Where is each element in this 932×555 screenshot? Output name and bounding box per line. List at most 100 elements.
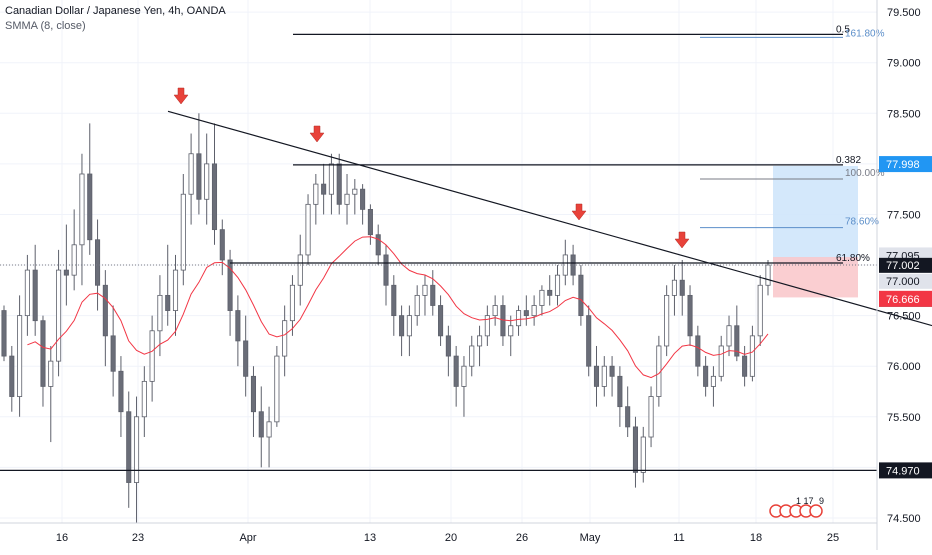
candle	[32, 269, 38, 322]
time-tick-label: 16	[56, 532, 68, 544]
candle	[196, 153, 202, 200]
candle	[539, 289, 545, 306]
loss-zone	[773, 257, 858, 298]
candles	[1, 113, 771, 523]
candle	[726, 325, 732, 347]
candle	[531, 305, 537, 317]
candle	[204, 163, 210, 200]
indicator-label: SMMA (8, close)	[5, 20, 86, 32]
time-tick-label: May	[580, 532, 601, 544]
candle	[703, 365, 709, 387]
candle	[648, 396, 654, 438]
peak-arrow	[571, 203, 587, 221]
candle	[687, 294, 693, 337]
candle	[118, 370, 124, 413]
candle	[79, 173, 85, 246]
time-tick-label: 11	[673, 532, 684, 544]
candle	[554, 274, 561, 296]
candle	[586, 315, 592, 367]
candle	[126, 411, 132, 483]
position-zones	[773, 165, 858, 298]
candle	[742, 355, 748, 377]
fib-100-price-tag-bg	[879, 156, 932, 173]
candle	[671, 279, 677, 296]
smma-line	[27, 236, 769, 379]
legend[interactable]: Canadian Dollar / Japanese Yen, 4h, OAND…	[5, 4, 226, 34]
candle	[547, 289, 553, 296]
candle	[188, 153, 194, 195]
candle	[180, 193, 186, 271]
candle	[757, 284, 763, 337]
fib-level-label: 61.80%	[836, 253, 870, 264]
candle	[617, 375, 623, 408]
candle	[461, 365, 467, 387]
candle	[274, 355, 280, 423]
fib-level-label: 0.382	[836, 155, 861, 166]
candle	[609, 365, 615, 377]
price-tick-label: 76.500	[887, 311, 921, 323]
candle	[383, 254, 389, 286]
candle	[632, 426, 639, 473]
candle	[258, 411, 264, 438]
candle	[375, 234, 381, 256]
candle	[344, 193, 350, 205]
candle	[87, 173, 93, 241]
profit-zone	[773, 165, 858, 266]
candle	[469, 345, 475, 367]
price-axis[interactable]: 79.50079.00078.50078.00077.50077.00076.5…	[876, 0, 932, 550]
candle	[211, 163, 218, 231]
chart-title: Canadian Dollar / Japanese Yen, 4h, OAND…	[5, 5, 226, 17]
time-axis[interactable]: 16 23 Apr 13 20 26 May 11 18 25	[0, 522, 877, 544]
candle	[149, 330, 155, 382]
candle	[1, 310, 7, 357]
target-fib-label: 100.00%	[845, 168, 885, 179]
candle	[430, 284, 436, 306]
event-circle	[809, 504, 823, 518]
candle	[749, 335, 755, 377]
candle	[578, 274, 584, 317]
candle	[172, 269, 179, 311]
candle	[305, 203, 311, 256]
candle	[414, 294, 420, 317]
candle	[250, 375, 257, 413]
candle	[95, 239, 101, 286]
price-tick-label: 79.500	[887, 7, 921, 19]
price-tick-label: 74.500	[887, 513, 921, 525]
candle	[422, 284, 428, 296]
time-tick-label: 25	[827, 532, 839, 544]
price-tick-label: 79.000	[887, 58, 921, 70]
candle	[17, 315, 23, 397]
candle	[640, 436, 646, 473]
candle	[328, 163, 334, 195]
candle	[367, 209, 373, 236]
candle	[453, 355, 459, 387]
candle	[438, 305, 444, 337]
candle	[710, 375, 716, 387]
time-tick-label: 18	[750, 532, 762, 544]
peak-arrow	[309, 125, 325, 143]
candle	[562, 254, 568, 276]
candle	[110, 335, 116, 372]
candle	[235, 310, 241, 342]
candle	[765, 264, 771, 286]
peak-arrows	[173, 87, 690, 249]
candle	[282, 320, 288, 357]
candle	[165, 294, 171, 311]
countdown-price-tag-bg	[879, 273, 932, 289]
marker-text: 1 17	[796, 496, 814, 506]
candle	[492, 305, 498, 317]
candle	[625, 406, 631, 428]
peak-arrow	[173, 87, 189, 105]
candle	[141, 380, 147, 418]
target-fib-label: 78.60%	[845, 217, 879, 228]
time-tick-label: 23	[132, 532, 144, 544]
price-tick-label: 75.500	[887, 412, 921, 424]
countdown-price-tag: 77.000	[886, 276, 920, 288]
candle	[360, 188, 366, 210]
grid-lines	[0, 0, 877, 523]
candle	[352, 188, 358, 195]
candle	[24, 269, 30, 317]
candle	[71, 244, 77, 276]
